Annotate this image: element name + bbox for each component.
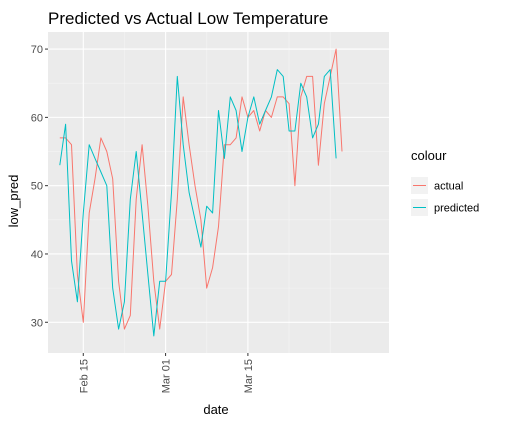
legend: colour actual predicted [411,148,479,216]
x-tick-label: Mar 15 [243,359,255,393]
y-axis-title: low_pred [6,175,21,228]
chart-title: Predicted vs Actual Low Temperature [48,9,328,28]
grid-major [48,32,389,353]
x-axis-title: date [203,402,228,417]
x-tick-label: Feb 15 [78,359,90,393]
y-tick-label: 40 [31,249,43,261]
legend-label-actual: actual [434,181,463,193]
y-tick-label: 60 [31,112,43,124]
x-axis: Feb 15 Mar 01 Mar 15 [78,353,255,393]
plot-panel [48,32,389,353]
y-tick-label: 50 [31,181,43,193]
series-line-actual [59,48,343,330]
legend-label-predicted: predicted [434,203,479,215]
legend-items: actual predicted [411,177,479,216]
y-tick-label: 70 [31,44,43,56]
series-layer [59,48,343,337]
x-tick-label: Mar 01 [161,359,173,393]
legend-title: colour [411,148,447,163]
y-axis: 30 40 50 60 70 [31,44,48,329]
y-tick-label: 30 [31,317,43,329]
series-line-predicted [59,69,337,337]
